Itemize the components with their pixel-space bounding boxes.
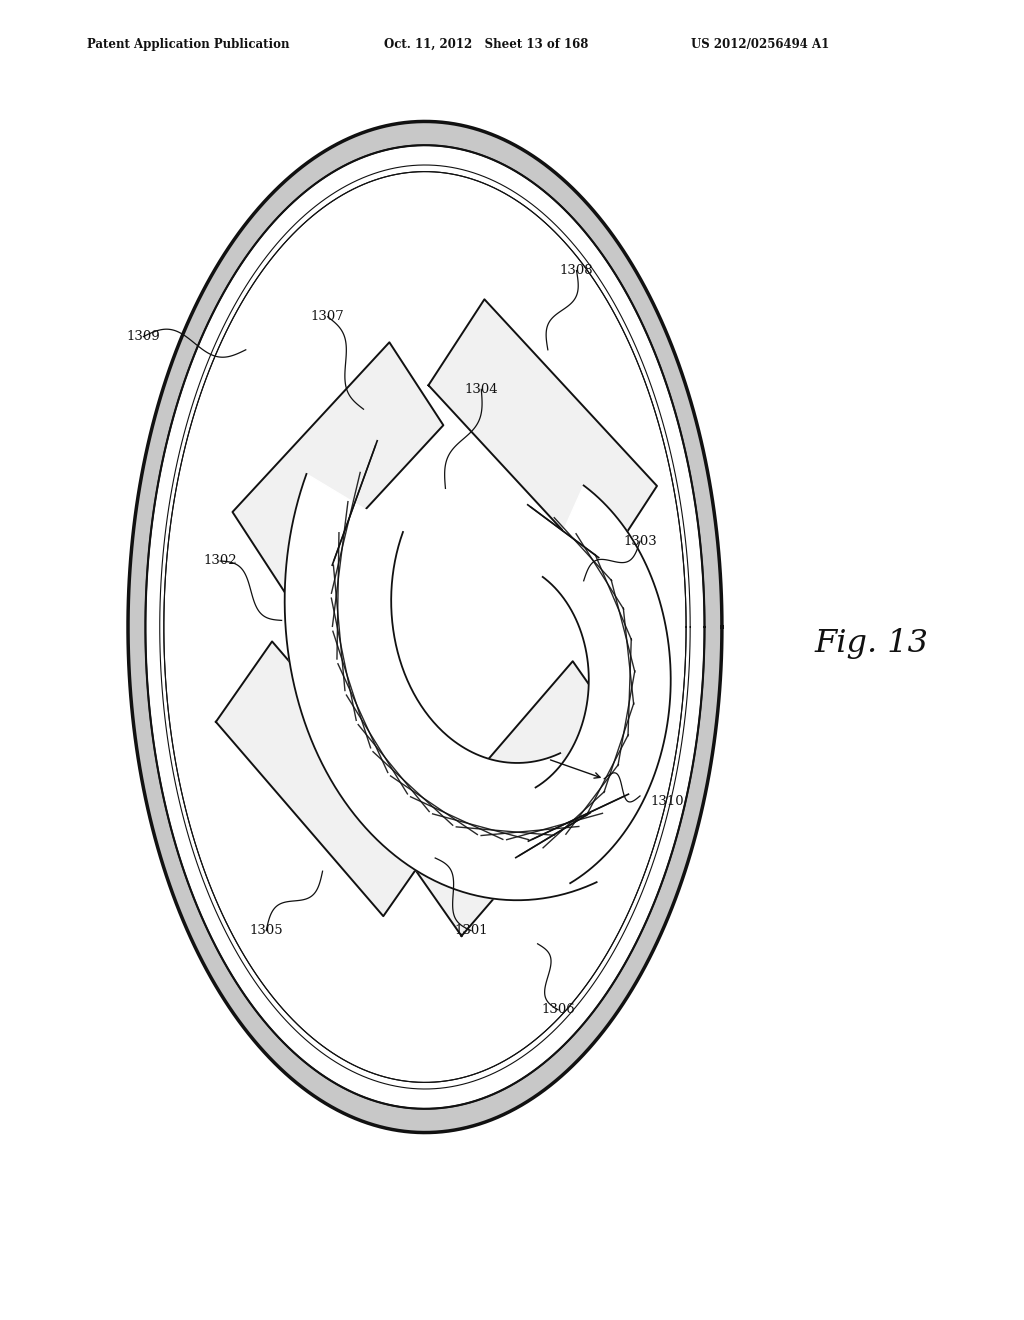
- Text: Patent Application Publication: Patent Application Publication: [87, 37, 290, 50]
- Polygon shape: [428, 300, 657, 572]
- Text: 1303: 1303: [624, 535, 656, 548]
- Text: 1310: 1310: [650, 795, 684, 808]
- Text: 1304: 1304: [465, 383, 498, 396]
- Polygon shape: [128, 121, 722, 1133]
- Polygon shape: [164, 172, 686, 1082]
- Text: Fig. 13: Fig. 13: [814, 628, 928, 659]
- Text: 1305: 1305: [250, 924, 283, 937]
- Text: 1309: 1309: [127, 330, 160, 343]
- Text: 1306: 1306: [542, 1003, 574, 1016]
- Polygon shape: [232, 342, 443, 595]
- Text: US 2012/0256494 A1: US 2012/0256494 A1: [691, 37, 829, 50]
- Polygon shape: [536, 486, 671, 883]
- Text: 1302: 1302: [204, 554, 237, 568]
- Polygon shape: [216, 642, 439, 916]
- Text: 1301: 1301: [455, 924, 487, 937]
- Polygon shape: [145, 145, 705, 1109]
- Polygon shape: [406, 661, 629, 936]
- Polygon shape: [285, 474, 597, 900]
- Text: 1308: 1308: [560, 264, 593, 277]
- Text: Oct. 11, 2012   Sheet 13 of 168: Oct. 11, 2012 Sheet 13 of 168: [384, 37, 589, 50]
- Text: 1307: 1307: [311, 310, 344, 323]
